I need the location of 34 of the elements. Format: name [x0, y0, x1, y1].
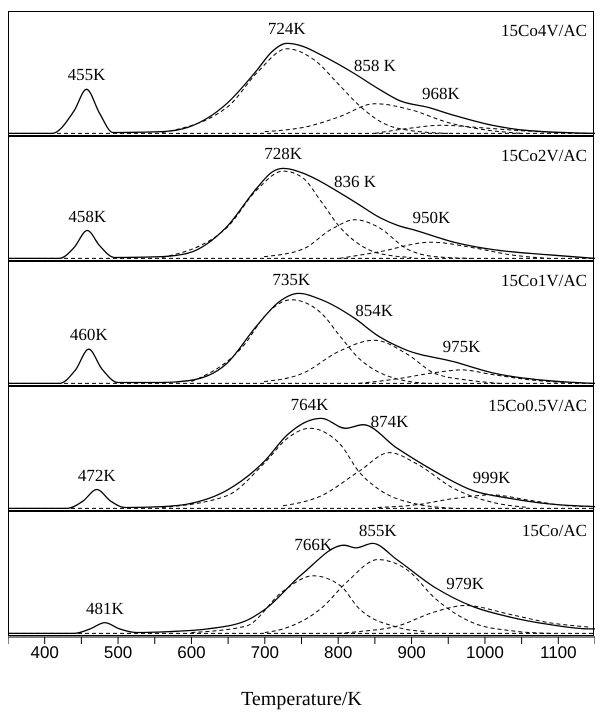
x-tick-label: 600	[177, 643, 206, 662]
annotation: 836 K	[334, 172, 376, 192]
annotation: 458K	[68, 206, 106, 226]
annotation: 855K	[358, 520, 397, 541]
annotation: 735K	[272, 270, 310, 290]
annotation: 481K	[86, 598, 124, 619]
x-tick-label: 400	[30, 643, 59, 662]
chart-title: 15Co/AC	[522, 521, 587, 541]
annotation: 455K	[68, 65, 106, 86]
annotation: 979K	[446, 574, 484, 594]
annotation: 854K	[355, 301, 394, 322]
chart-title: 15Co1V/AC	[501, 271, 587, 291]
annotation: 728K	[264, 144, 302, 164]
chart-title: 15Co4V/AC	[501, 21, 587, 41]
x-tick-label: 900	[397, 643, 426, 662]
annotation: 858 K	[354, 56, 396, 76]
annotation: 460K	[70, 325, 108, 346]
annotation: 724K	[268, 19, 306, 40]
annotation: 764K	[290, 394, 328, 415]
annotation: 766K	[294, 535, 332, 556]
x-tick-label: 700	[250, 643, 279, 662]
x-tick-label: 800	[324, 643, 352, 662]
annotation: 999K	[472, 468, 510, 488]
annotation: 975K	[442, 337, 480, 358]
annotation: 950K	[412, 208, 450, 228]
chart-title: 15Co2V/AC	[501, 146, 587, 166]
x-tick-label: 500	[104, 643, 132, 662]
x-tick-label: 1100	[540, 643, 577, 662]
annotation: 874K	[370, 412, 408, 432]
x-tick-label: 1000	[466, 643, 504, 662]
annotation: 968K	[422, 84, 460, 104]
chart-title: 15Co0.5V/AC	[488, 396, 587, 416]
annotation: 472K	[78, 466, 116, 486]
x-axis-title: Temperature/K	[241, 688, 362, 710]
